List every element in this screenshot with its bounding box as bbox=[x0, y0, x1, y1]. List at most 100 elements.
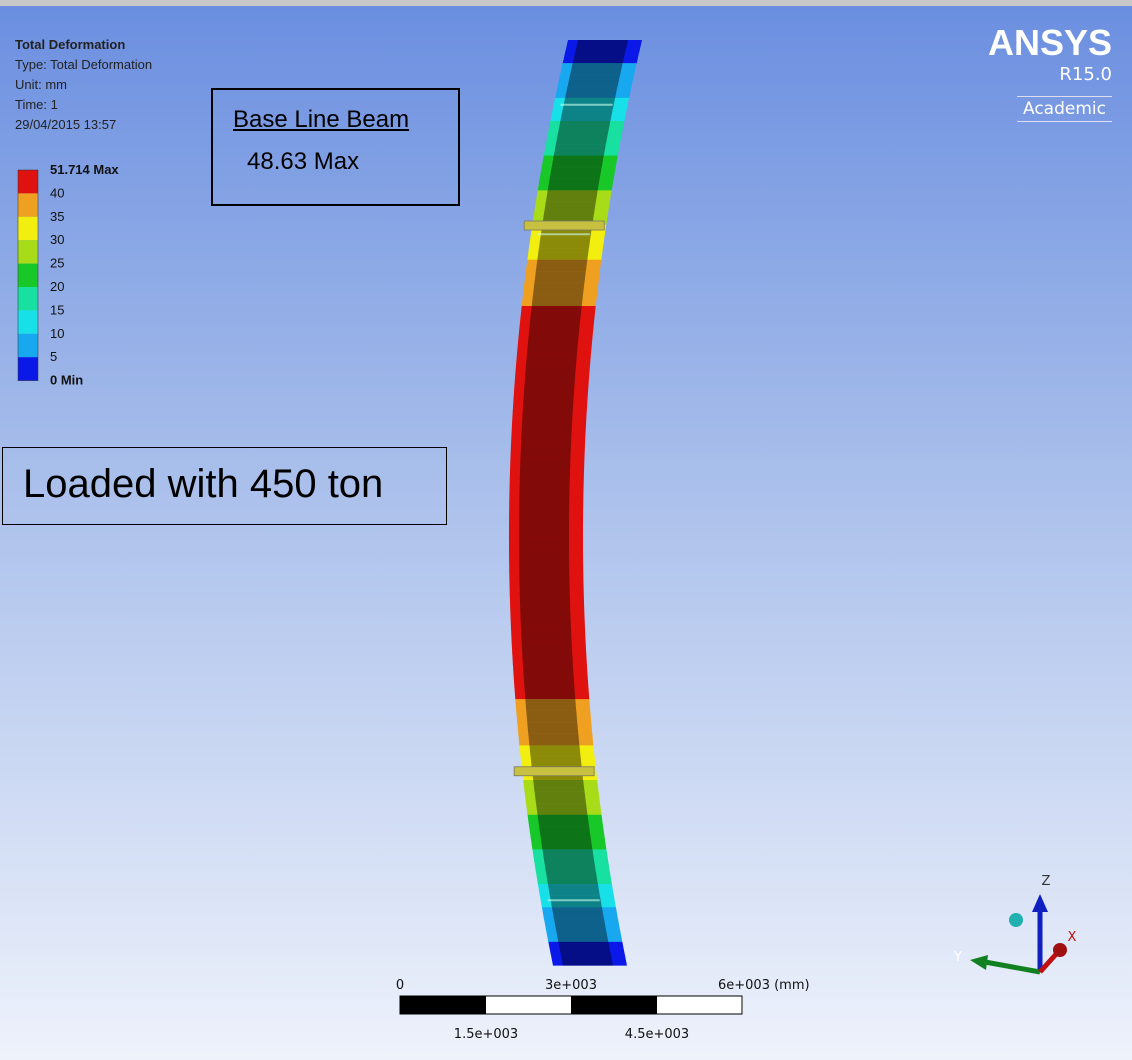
beam-shade bbox=[541, 838, 593, 850]
legend-swatch bbox=[18, 240, 38, 263]
baseline-title: Base Line Beam bbox=[233, 106, 409, 134]
beam-shade bbox=[552, 156, 604, 168]
scale-segment bbox=[400, 996, 486, 1014]
beam-shade bbox=[528, 734, 579, 746]
scale-label: 1.5e+003 bbox=[454, 1027, 518, 1042]
beam-shade bbox=[519, 560, 569, 572]
load-box: Loaded with 450 ton bbox=[2, 447, 447, 525]
beam-shade bbox=[530, 306, 581, 318]
beam-shade bbox=[522, 422, 573, 434]
beam-shade bbox=[533, 780, 584, 792]
legend-swatch bbox=[18, 287, 38, 310]
beam-shade bbox=[575, 40, 628, 52]
beam-shade bbox=[525, 364, 576, 376]
legend-label: 20 bbox=[50, 279, 64, 294]
beam-shade bbox=[524, 688, 575, 700]
beam-shade bbox=[542, 849, 594, 861]
triad-label: Y bbox=[953, 950, 962, 965]
beam-shade bbox=[524, 676, 575, 688]
triad-y bbox=[985, 962, 1040, 972]
beam-shade bbox=[519, 537, 569, 549]
beam-shade bbox=[535, 792, 586, 804]
beam-shade bbox=[529, 745, 580, 757]
beam-shade bbox=[544, 861, 596, 873]
beam-shade bbox=[521, 445, 571, 457]
beam-shade bbox=[519, 514, 569, 526]
legend-label: 0 Min bbox=[50, 373, 83, 388]
beam-shade bbox=[533, 283, 584, 295]
beam-shade bbox=[524, 375, 575, 387]
beam-shade bbox=[548, 179, 600, 191]
beam-shade bbox=[525, 699, 576, 711]
beam-shade bbox=[537, 248, 589, 260]
beam-shade bbox=[520, 595, 570, 607]
legend-label: 25 bbox=[50, 256, 64, 271]
beam-shade bbox=[521, 630, 572, 642]
legend-swatch bbox=[18, 264, 38, 287]
beam-shade bbox=[536, 260, 588, 272]
beam-shade bbox=[556, 133, 608, 145]
legend-swatch bbox=[18, 334, 38, 357]
legend-swatch bbox=[18, 357, 38, 380]
baseline-box: Base Line Beam 48.63 Max bbox=[211, 88, 460, 206]
beam-shade bbox=[550, 896, 602, 908]
header-title: Total Deformation bbox=[15, 36, 125, 53]
scale-segment bbox=[657, 996, 743, 1014]
beam-shade bbox=[519, 503, 569, 515]
scale-label: 6e+003 (mm) bbox=[718, 978, 810, 993]
beam-shade bbox=[546, 873, 598, 885]
beam-shade bbox=[565, 86, 617, 98]
beam-shade bbox=[519, 572, 569, 584]
logo-version: R15.0 bbox=[1059, 64, 1112, 85]
beam-shade bbox=[558, 121, 610, 133]
triad-y-head bbox=[970, 955, 988, 970]
legend-swatch bbox=[18, 310, 38, 333]
beam-shade bbox=[522, 641, 573, 653]
beam-shade bbox=[529, 318, 580, 330]
beam-shade bbox=[519, 491, 569, 503]
beam-shade bbox=[528, 329, 579, 341]
beam-shade bbox=[534, 271, 585, 283]
triad-label: Z bbox=[1042, 874, 1051, 889]
beam-shade bbox=[539, 237, 591, 249]
load-text: Loaded with 450 ton bbox=[23, 462, 383, 507]
baseline-max: 48.63 Max bbox=[247, 148, 359, 176]
beam-shade bbox=[526, 352, 577, 364]
beam-shade bbox=[526, 711, 577, 723]
beam-shade bbox=[539, 826, 591, 838]
triad-x-ball bbox=[1053, 943, 1067, 957]
legend-swatch bbox=[18, 217, 38, 240]
beam-shade bbox=[527, 341, 578, 353]
beam-shade bbox=[521, 618, 571, 630]
triad-z-head bbox=[1032, 894, 1048, 912]
legend-label: 15 bbox=[50, 302, 64, 317]
legend-label: 10 bbox=[50, 326, 64, 341]
legend-swatch bbox=[18, 170, 38, 193]
beam-shade bbox=[520, 607, 570, 619]
beam-shade bbox=[532, 294, 583, 306]
beam-shade bbox=[556, 930, 608, 942]
header-date: 29/04/2015 13:57 bbox=[15, 116, 116, 133]
beam-shade bbox=[544, 202, 596, 214]
scale-label: 4.5e+003 bbox=[625, 1027, 689, 1042]
triad-label: X bbox=[1068, 930, 1077, 945]
beam-shade bbox=[523, 398, 574, 410]
beam-shade bbox=[538, 815, 590, 827]
beam-shade bbox=[546, 190, 598, 202]
beam-shade bbox=[536, 803, 588, 815]
beam-shade bbox=[568, 75, 621, 87]
beam-shade bbox=[560, 109, 612, 121]
header-type: Type: Total Deformation bbox=[15, 56, 152, 73]
beam-shade bbox=[554, 144, 606, 156]
beam-plate bbox=[524, 221, 604, 230]
beam-shade bbox=[573, 52, 626, 64]
beam-shade bbox=[527, 722, 578, 734]
beam-shade bbox=[522, 410, 573, 422]
beam-shade bbox=[558, 942, 610, 954]
triad-ball bbox=[1009, 913, 1023, 927]
beam-shade bbox=[570, 63, 623, 75]
beam-shade bbox=[519, 479, 569, 491]
scale-segment bbox=[571, 996, 657, 1014]
scale-segment bbox=[486, 996, 572, 1014]
scale-label: 0 bbox=[396, 978, 404, 993]
